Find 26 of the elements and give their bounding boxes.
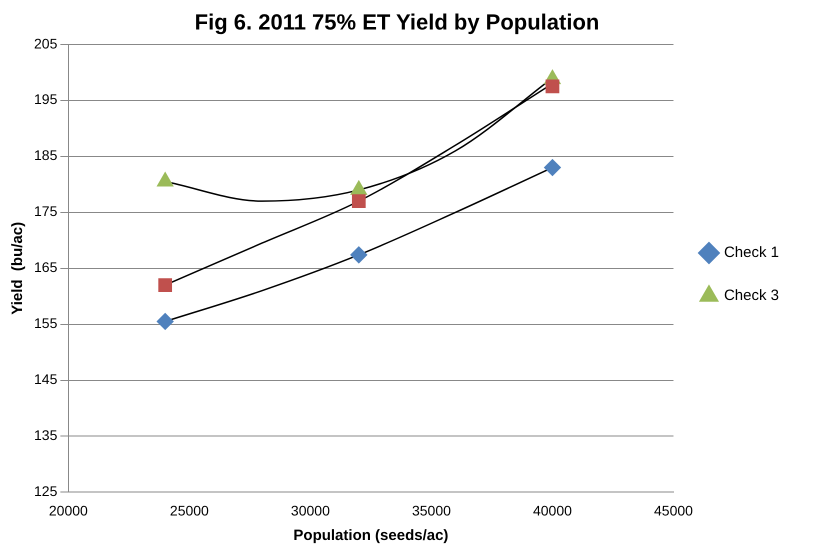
y-tick-label: 185 bbox=[34, 147, 58, 164]
legend-label: Check 3 bbox=[724, 287, 780, 304]
y-tick-label: 145 bbox=[34, 371, 58, 388]
y-tick-label: 175 bbox=[34, 203, 58, 220]
point bbox=[350, 246, 368, 264]
y-tick-label: 125 bbox=[34, 483, 58, 500]
x-tick-label: 40000 bbox=[532, 502, 572, 518]
x-tick-label: 20000 bbox=[48, 502, 88, 518]
y-tick-label: 165 bbox=[34, 259, 58, 276]
y-tick-label: 155 bbox=[34, 315, 58, 332]
point bbox=[156, 312, 174, 330]
x-tick-label: 45000 bbox=[654, 502, 694, 518]
x-tick-label: 30000 bbox=[290, 502, 330, 518]
chart-title: Fig 6. 2011 75% ET Yield by Population bbox=[194, 9, 600, 34]
y-tick-label: 135 bbox=[34, 427, 58, 444]
y-tick-label: 195 bbox=[34, 91, 58, 108]
point bbox=[546, 80, 560, 94]
x-tick-label: 35000 bbox=[412, 502, 452, 518]
x-tick-label: 25000 bbox=[170, 502, 210, 518]
point bbox=[544, 159, 561, 176]
point bbox=[352, 194, 366, 208]
y-tick-label: 205 bbox=[34, 35, 58, 52]
y-axis-title: Yield (bu/ac) bbox=[9, 222, 26, 315]
x-axis-title: Population (seeds/ac) bbox=[293, 527, 448, 544]
legend-label: Check 1 bbox=[724, 244, 780, 262]
point bbox=[158, 278, 172, 292]
